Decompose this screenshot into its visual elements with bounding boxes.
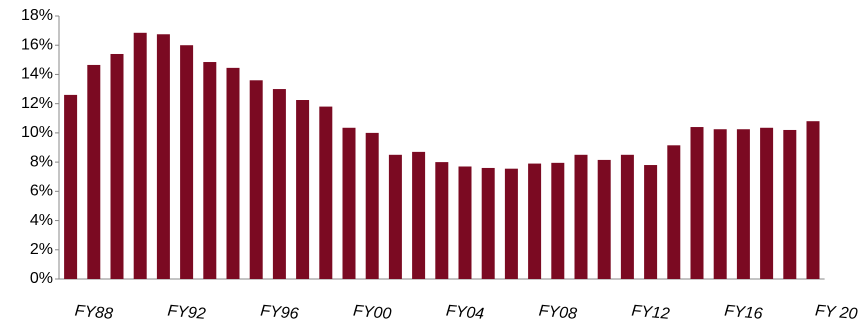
- bar: [272, 89, 286, 279]
- bar: [783, 129, 797, 279]
- bar: [597, 159, 611, 279]
- bar: [574, 154, 588, 279]
- bar: [435, 162, 449, 279]
- y-tick-label: 10%: [21, 124, 53, 141]
- bar: [458, 166, 472, 279]
- bar: [690, 127, 704, 280]
- bar: [203, 62, 217, 280]
- y-tick-label: 2%: [30, 241, 53, 258]
- bar: [296, 100, 310, 279]
- bar: [133, 32, 147, 279]
- bar: [180, 45, 194, 279]
- bar: [388, 154, 402, 279]
- bar: [481, 167, 495, 279]
- bar: [110, 53, 124, 279]
- bar: [620, 154, 634, 279]
- bar: [806, 121, 820, 279]
- bar: [412, 151, 426, 279]
- bar: [736, 129, 750, 279]
- bar: [319, 106, 333, 279]
- bar: [551, 162, 565, 279]
- y-tick-label: 18%: [21, 7, 53, 24]
- bar: [504, 168, 518, 279]
- bar: [667, 145, 681, 279]
- y-tick-label: 4%: [30, 212, 53, 229]
- y-tick-label: 0%: [30, 270, 53, 287]
- bar: [87, 64, 101, 279]
- bar: [249, 80, 263, 280]
- y-tick-label: 16%: [21, 36, 53, 53]
- x-tick-label: FY16: [724, 303, 764, 323]
- x-tick-label: FY12: [631, 303, 671, 323]
- bar: [760, 127, 774, 280]
- bar: [342, 127, 356, 280]
- x-tick-label: FY92: [167, 303, 207, 323]
- x-tick-label: FY00: [352, 303, 392, 323]
- bar: [226, 67, 240, 279]
- bar: [528, 163, 542, 279]
- x-tick-label: FY96: [260, 303, 300, 323]
- bar: [644, 165, 658, 279]
- y-tick-label: 6%: [30, 183, 53, 200]
- bar: [64, 94, 78, 280]
- x-tick-label: FY04: [445, 303, 485, 323]
- y-tick-label: 12%: [21, 95, 53, 112]
- x-tick-label: FY88: [74, 303, 114, 323]
- bar: [713, 129, 727, 279]
- bar: [156, 34, 170, 280]
- y-tick-label: 8%: [30, 153, 53, 170]
- x-tick-label: FY 20: [814, 302, 858, 323]
- bar: [365, 132, 379, 279]
- y-tick-label: 14%: [21, 66, 53, 83]
- x-tick-label: FY08: [538, 303, 578, 323]
